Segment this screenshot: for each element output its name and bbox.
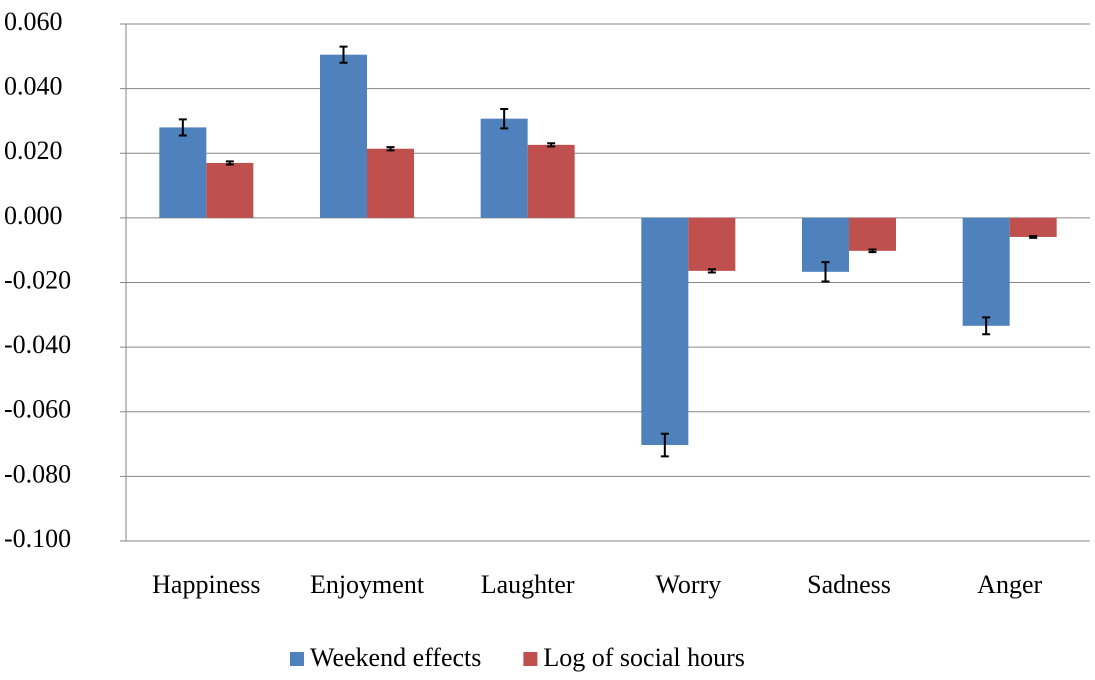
bar bbox=[480, 118, 528, 218]
error-bar bbox=[821, 261, 830, 283]
y-tick-label: -0.060 bbox=[4, 395, 71, 424]
bar bbox=[641, 217, 689, 446]
y-tick-label: 0.060 bbox=[4, 7, 63, 36]
bar bbox=[159, 127, 207, 218]
bar bbox=[849, 217, 896, 251]
error-bar bbox=[660, 432, 669, 458]
error-bar bbox=[386, 146, 395, 152]
bar bbox=[527, 144, 575, 218]
x-tick-label: Happiness bbox=[152, 570, 260, 599]
bar bbox=[962, 217, 1010, 326]
legend-swatch bbox=[523, 652, 538, 666]
x-tick-label: Laughter bbox=[481, 570, 575, 599]
error-bar bbox=[225, 160, 234, 166]
x-tick-label: Enjoyment bbox=[310, 570, 425, 599]
bar bbox=[320, 54, 367, 218]
legend-label: Weekend effects bbox=[310, 643, 481, 672]
error-bar bbox=[500, 107, 509, 130]
bar bbox=[688, 217, 736, 271]
y-tick-label: -0.080 bbox=[4, 459, 71, 488]
bar bbox=[367, 148, 414, 218]
y-tick-label: 0.000 bbox=[4, 201, 63, 230]
y-tick-label: 0.040 bbox=[4, 72, 63, 101]
x-tick-label: Sadness bbox=[807, 570, 891, 599]
y-tick-label: -0.020 bbox=[4, 265, 71, 294]
x-tick-label: Anger bbox=[977, 570, 1042, 599]
error-bar bbox=[339, 45, 348, 64]
y-tick-label: -0.040 bbox=[4, 330, 71, 359]
error-bar bbox=[178, 118, 187, 137]
error-bar bbox=[982, 316, 991, 336]
y-tick-label: -0.100 bbox=[4, 524, 71, 553]
bar bbox=[1009, 217, 1057, 237]
y-tick-label: 0.020 bbox=[4, 136, 63, 165]
error-bar bbox=[707, 268, 716, 274]
bar bbox=[206, 162, 254, 218]
error-bar bbox=[868, 248, 877, 254]
error-bar bbox=[547, 142, 556, 148]
x-tick-label: Worry bbox=[655, 570, 721, 599]
error-bar bbox=[1029, 234, 1038, 239]
legend-swatch bbox=[290, 652, 304, 666]
legend-label: Log of social hours bbox=[543, 643, 744, 672]
